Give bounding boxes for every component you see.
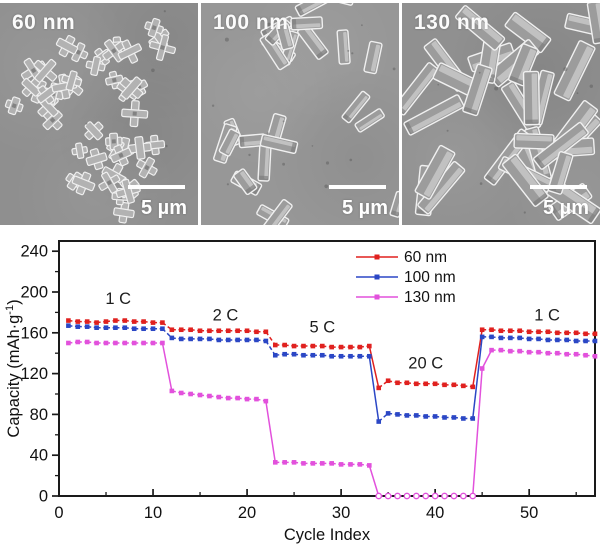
capacity-chart: 0 40 80 120 160 200 240 Capacity (mAh·g-1) 0 10 20… [0, 225, 600, 544]
series-60nm [66, 318, 598, 391]
rate-annotations: 1 C 2 C 5 C 20 C 1 C [105, 290, 560, 372]
svg-text:100 nm: 100 nm [404, 269, 456, 286]
svg-text:240: 240 [20, 243, 48, 261]
y-axis-title: Capacity (mAh·g-1) [4, 299, 23, 437]
sem-image-60nm: 60 nm 5 µm [0, 3, 198, 225]
series-130nm [66, 339, 598, 500]
svg-text:2 C: 2 C [213, 306, 239, 324]
y-axis: 0 40 80 120 160 200 240 [20, 243, 59, 506]
svg-text:50: 50 [520, 504, 538, 522]
svg-text:5 C: 5 C [309, 319, 335, 337]
sem-image-100nm: 100 nm 5 µm [201, 3, 399, 225]
series-100nm [66, 323, 598, 424]
svg-text:0: 0 [54, 504, 63, 522]
x-axis-title: Cycle Index [284, 526, 371, 544]
svg-text:130 nm: 130 nm [404, 289, 456, 306]
svg-text:30: 30 [332, 504, 350, 522]
sem-particles-130nm [402, 3, 600, 225]
sem-micrograph-row: 60 nm 5 µm 100 nm 5 µm 130 nm 5 µm [0, 0, 600, 225]
sem-particles-60nm [4, 10, 177, 224]
svg-text:0: 0 [39, 488, 48, 506]
scale-bar [128, 185, 185, 189]
svg-text:20: 20 [238, 504, 256, 522]
chart-legend: 60 nm 100 nm 130 nm [356, 249, 456, 306]
axes: 0 40 80 120 160 200 240 Capacity (mAh·g-1) 0 10 20… [4, 240, 596, 544]
sem-image-130nm: 130 nm 5 µm [402, 3, 600, 225]
scale-bar-label: 5 µm [543, 197, 589, 219]
svg-text:10: 10 [144, 504, 162, 522]
panel-label-100nm: 100 nm [213, 11, 289, 34]
svg-text:20 C: 20 C [408, 354, 443, 372]
scale-bar-label: 5 µm [342, 197, 388, 219]
sem-particles-100nm [211, 3, 399, 225]
svg-text:1 C: 1 C [105, 290, 131, 308]
svg-text:200: 200 [20, 284, 48, 302]
svg-text:80: 80 [30, 406, 48, 424]
svg-text:1 C: 1 C [534, 306, 560, 324]
panel-label-130nm: 130 nm [414, 11, 490, 34]
svg-text:160: 160 [20, 324, 48, 342]
svg-text:40: 40 [426, 504, 444, 522]
panel-label-60nm: 60 nm [12, 11, 76, 34]
svg-text:120: 120 [20, 365, 48, 383]
svg-text:40: 40 [30, 447, 48, 465]
scale-bar [530, 185, 587, 189]
scale-bar [329, 185, 386, 189]
svg-text:60 nm: 60 nm [404, 249, 447, 266]
x-axis: 0 10 20 30 40 50 [54, 489, 577, 522]
scale-bar-label: 5 µm [141, 197, 187, 219]
